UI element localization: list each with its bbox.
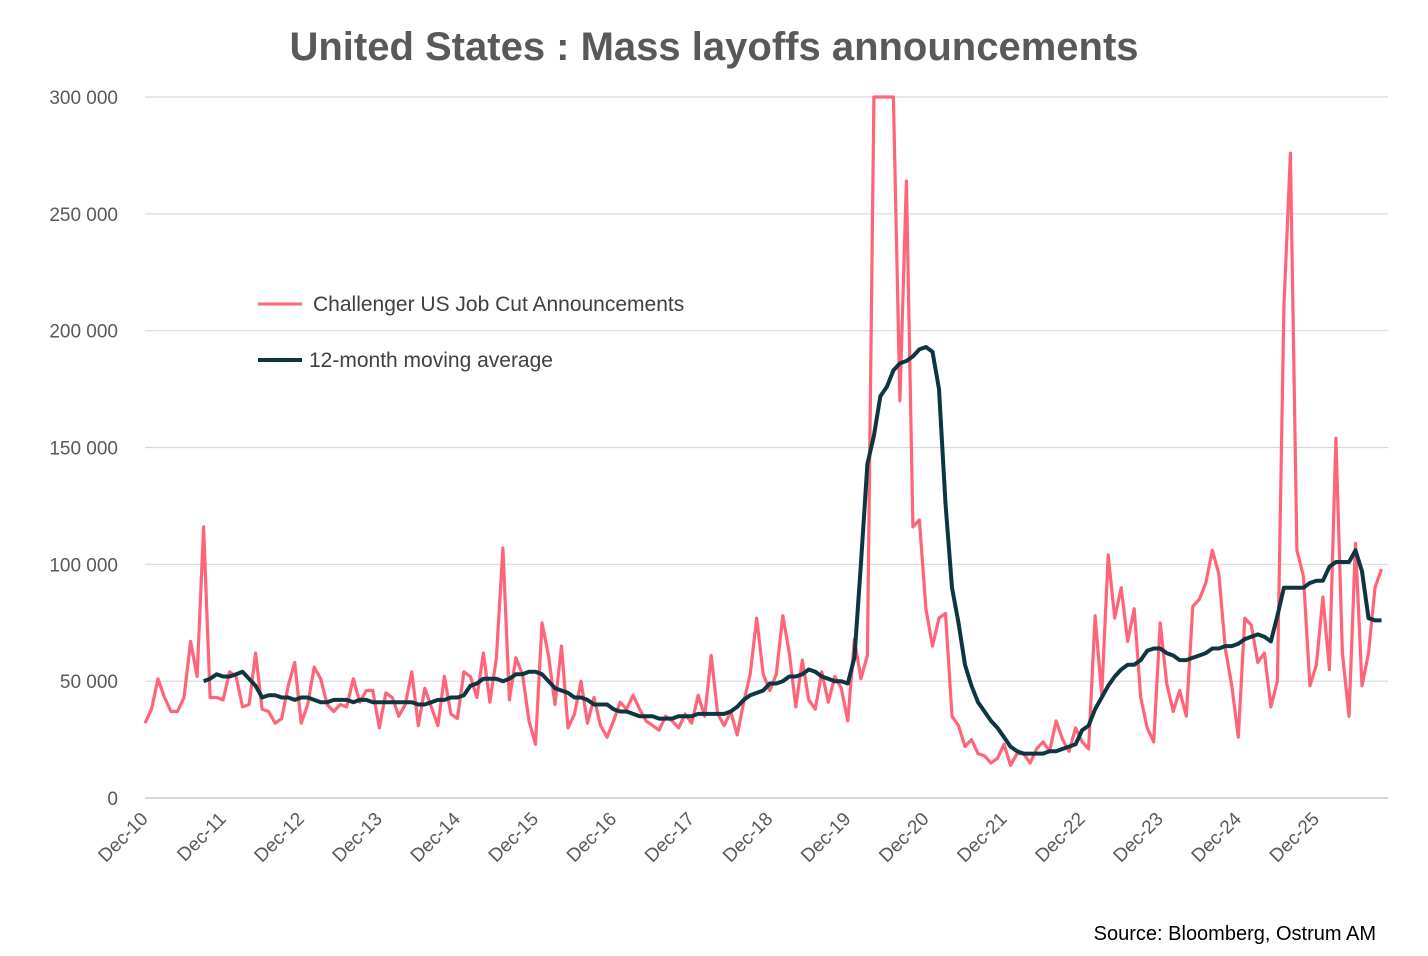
y-tick-label: 200 000 <box>49 322 118 343</box>
y-tick-label: 300 000 <box>49 88 118 109</box>
x-tick-label: Dec-25 <box>1266 809 1324 867</box>
x-tick-label: Dec-20 <box>875 809 933 867</box>
x-tick-label: Dec-19 <box>797 809 855 867</box>
source-note: Source: Bloomberg, Ostrum AM <box>1094 923 1376 945</box>
x-tick-label: Dec-21 <box>953 809 1011 867</box>
legend: Challenger US Job Cut Announcements 12-m… <box>258 293 684 372</box>
series-lines <box>143 95 1384 767</box>
x-tick-label: Dec-18 <box>719 809 777 867</box>
x-tick-label: Dec-22 <box>1032 809 1090 867</box>
y-axis-ticks: 0 50 000 100 000 150 000 200 000 250 000 300 0… <box>49 88 118 810</box>
y-tick-label: 0 <box>107 789 118 810</box>
x-tick-label: Dec-15 <box>485 809 543 867</box>
legend-label-moving-average: 12-month moving average <box>309 349 553 372</box>
x-tick-label: Dec-14 <box>407 808 465 866</box>
x-tick-label: Dec-23 <box>1110 809 1168 867</box>
legend-label-challenger: Challenger US Job Cut Announcements <box>313 293 684 316</box>
y-tick-label: 100 000 <box>49 555 118 576</box>
x-tick-label: Dec-17 <box>641 809 699 867</box>
x-axis-ticks: Dec-10 Dec-11 Dec-12 Dec-13 Dec-14 Dec-15 Dec-… <box>94 808 1324 866</box>
y-tick-label: 150 000 <box>49 439 118 460</box>
x-tick-label: Dec-11 <box>173 809 230 866</box>
x-tick-label: Dec-10 <box>94 809 152 867</box>
x-tick-label: Dec-16 <box>563 809 621 867</box>
x-tick-label: Dec-12 <box>251 809 309 867</box>
series-line-challenger <box>143 95 1384 767</box>
chart-title: United States : Mass layoffs announcemen… <box>289 25 1138 69</box>
x-tick-label: Dec-24 <box>1188 808 1246 866</box>
x-tick-label: Dec-13 <box>329 809 387 867</box>
series-line-moving-average <box>202 345 1382 756</box>
y-tick-label: 250 000 <box>49 205 118 226</box>
gridlines <box>145 96 1388 799</box>
y-tick-label: 50 000 <box>60 672 118 693</box>
